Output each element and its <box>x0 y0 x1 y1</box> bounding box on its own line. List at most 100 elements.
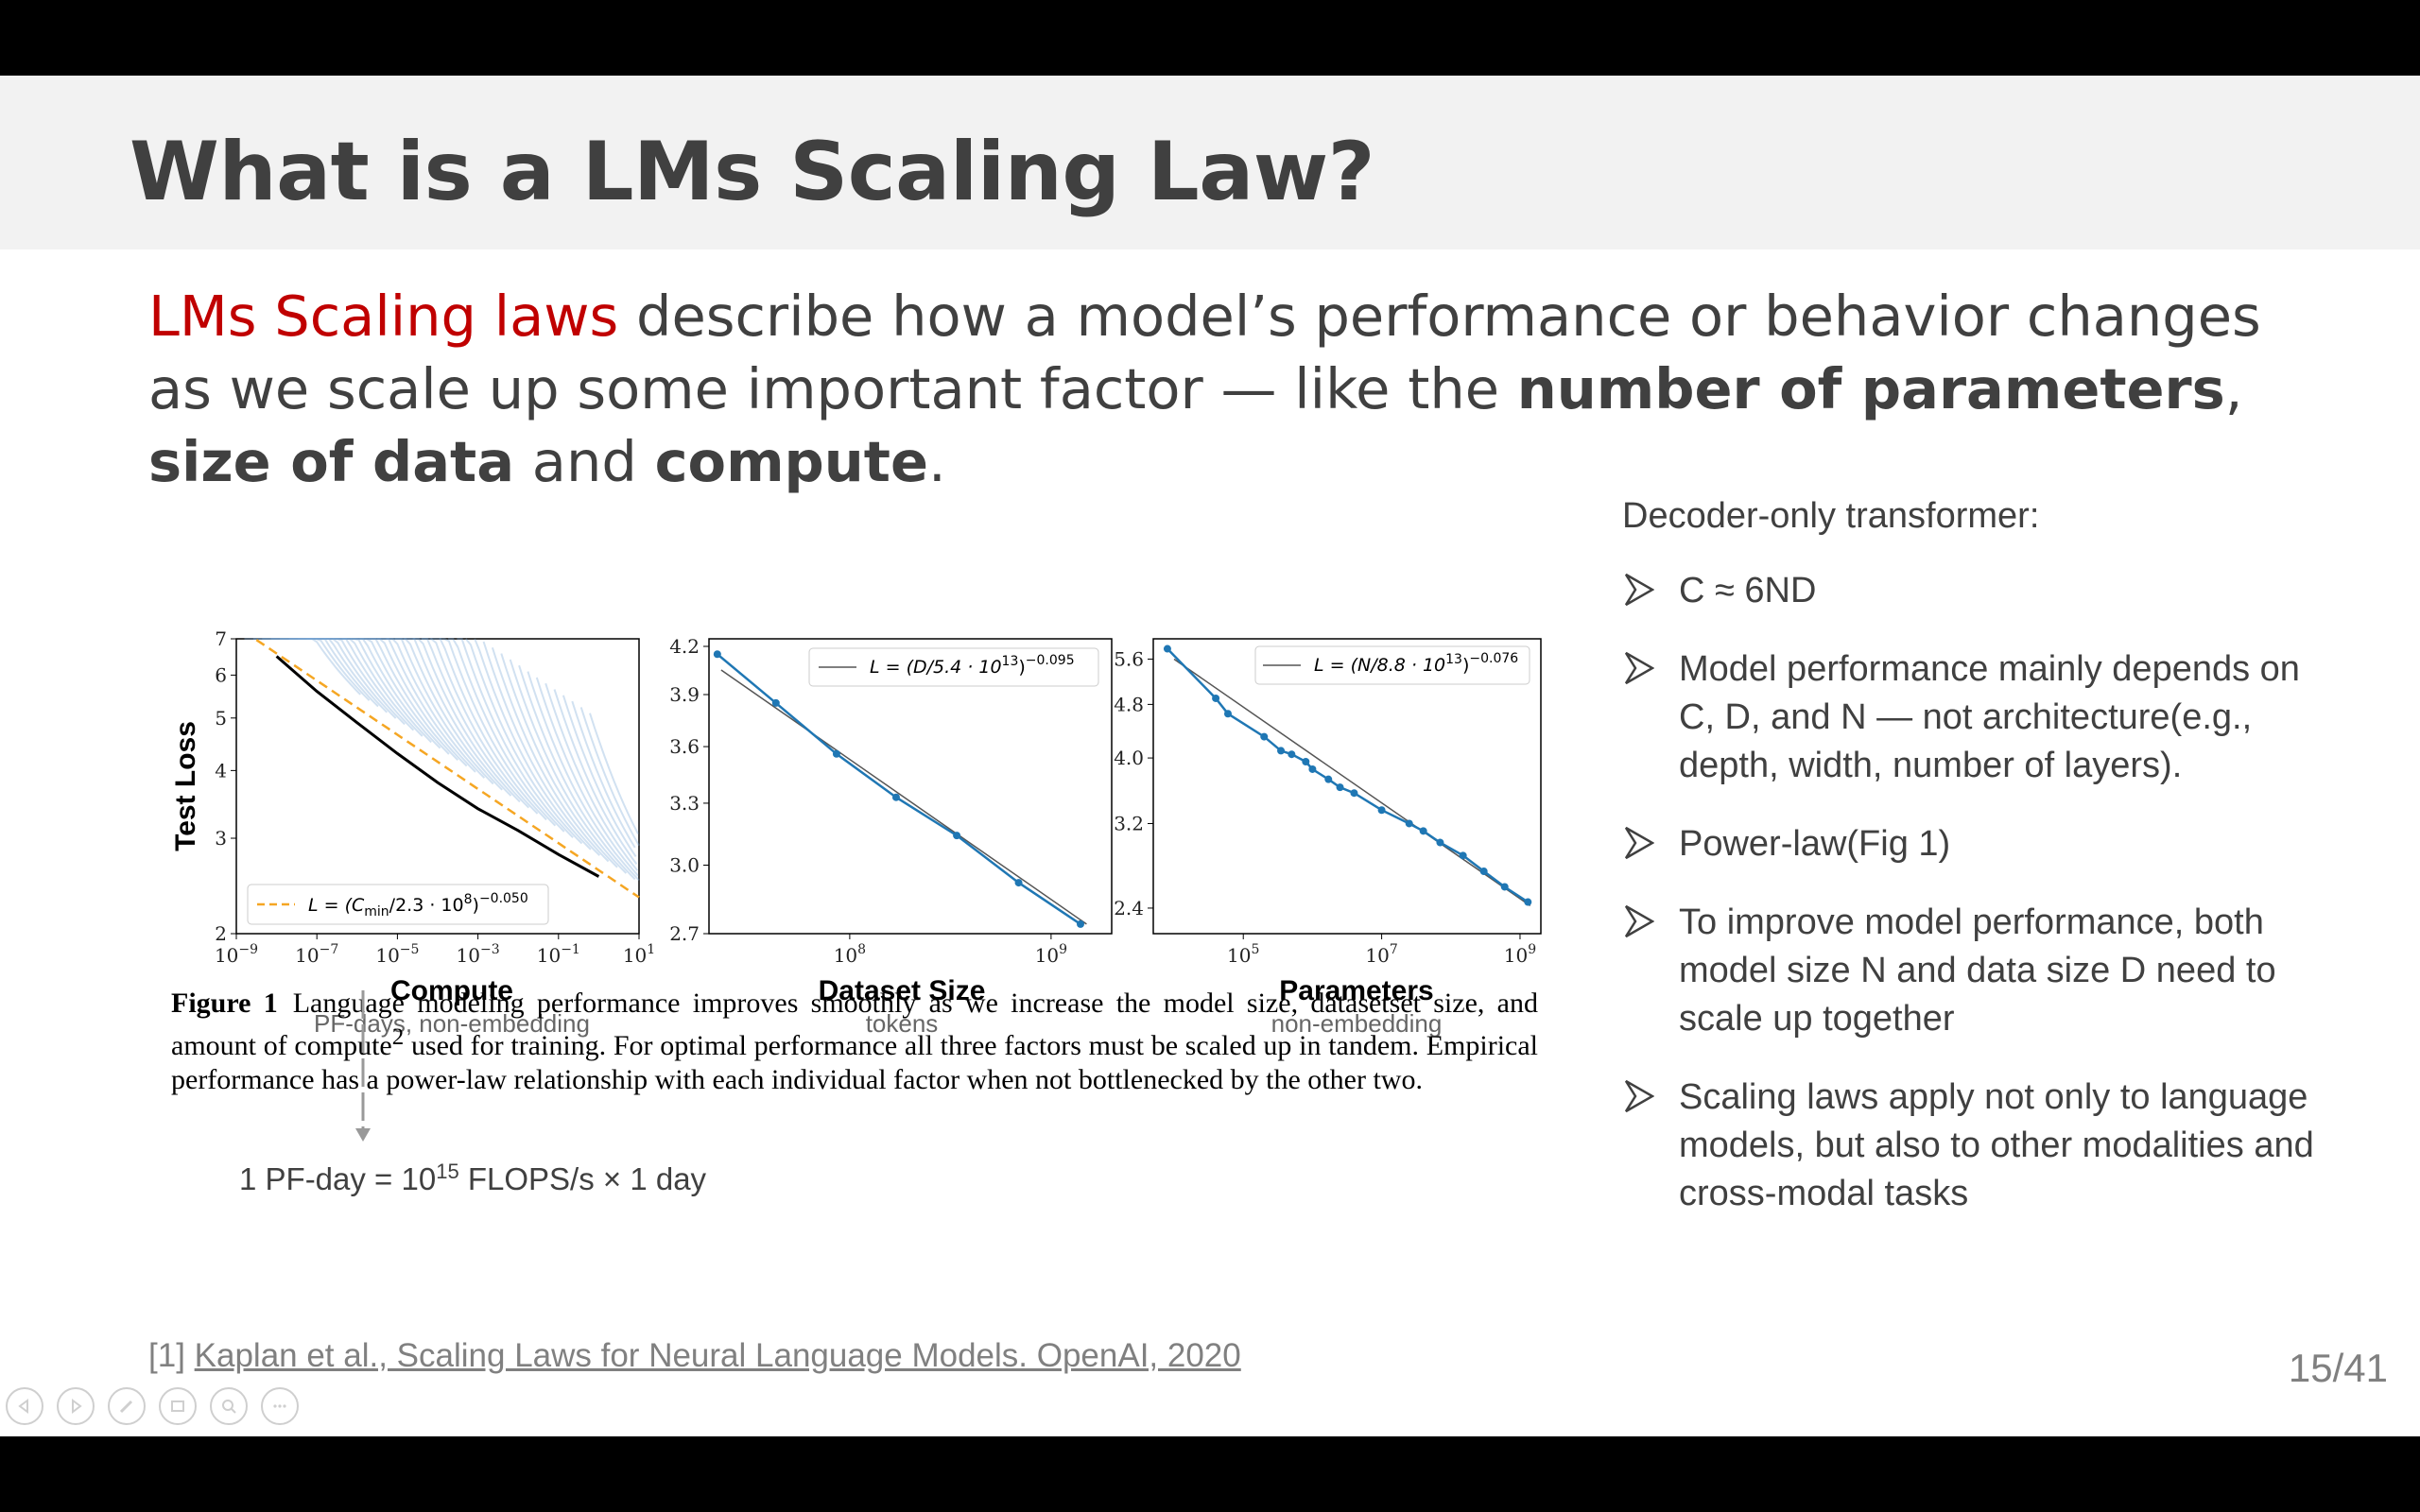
legend-box <box>1254 645 1530 685</box>
learning-curve <box>430 638 547 821</box>
learning-curve <box>527 671 640 882</box>
learning-curve <box>457 638 574 839</box>
bullet-text: To improve model performance, both model… <box>1679 902 2276 1039</box>
pointer-arrow <box>355 990 371 1142</box>
tick-label: 107 <box>1365 942 1397 967</box>
intro-bold-data: size of data <box>148 429 515 494</box>
pf-day-definition: 1 PF-day = 1015 FLOPS/s × 1 day <box>239 1160 706 1197</box>
tick-label: 4.0 <box>1114 747 1144 769</box>
title-bar: What is a LMs Scaling Law? <box>0 76 2420 249</box>
caption-text: Language modeling performance improves s… <box>171 988 1538 1061</box>
tick-label: 101 <box>623 942 655 967</box>
intro-text: describe how a model’s performance or be… <box>148 284 2261 421</box>
next-icon[interactable] <box>57 1387 95 1425</box>
pf-day-exponent: 15 <box>436 1160 459 1183</box>
learning-curve <box>270 638 389 713</box>
arrow-bullet-icon <box>1624 573 1654 607</box>
data-points <box>713 650 1085 928</box>
chart-compute: 7 6 5 4 3 2 10−9 10−7 10−5 10−3 10−1 101 L = (Cmin… <box>170 627 655 1038</box>
learning-curve <box>386 638 503 791</box>
data-point <box>1277 747 1286 755</box>
learning-curve <box>544 682 639 871</box>
orange-fit-line <box>255 639 640 899</box>
tick-label: 105 <box>1227 942 1259 967</box>
pf-day-prefix: 1 PF-day = 10 <box>239 1161 437 1196</box>
learning-curve <box>439 638 557 827</box>
tick-label: 3.0 <box>669 854 700 877</box>
bullet-item: Model performance mainly depends on C, D… <box>1622 645 2341 790</box>
tick-label: 10−7 <box>295 942 338 967</box>
learning-curve <box>518 664 636 881</box>
learning-curve <box>351 638 468 767</box>
data-point <box>1212 694 1220 702</box>
data-point <box>1350 789 1358 798</box>
tick-label: 6 <box>215 663 227 686</box>
x-ticks: 105 107 109 <box>1227 934 1536 967</box>
learning-curve <box>553 689 638 865</box>
bullet-list: C ≈ 6ND Model performance mainly depends … <box>1622 567 2341 1248</box>
reference: [1] Kaplan et al., Scaling Laws for Neur… <box>148 1337 1241 1375</box>
learning-curve <box>359 638 476 773</box>
fit-line <box>720 669 1087 925</box>
y-ticks: 5.6 4.8 4.0 3.2 2.4 <box>1114 647 1153 919</box>
data-point <box>1336 783 1344 792</box>
tick-label: 3.3 <box>669 792 700 815</box>
tick-label: 3.6 <box>669 735 700 758</box>
intro-bold-compute: compute <box>654 429 929 494</box>
plot-frame <box>708 638 1113 935</box>
data-point <box>1014 879 1023 887</box>
x-axis-subtitle: non-embedding <box>1271 1009 1443 1038</box>
learning-curve <box>482 641 601 856</box>
data-point <box>713 650 721 659</box>
data-point <box>1302 758 1310 766</box>
learning-curve <box>465 638 583 845</box>
tick-label: 3 <box>215 827 227 850</box>
intro-sep: , <box>2224 356 2243 421</box>
tick-label: 109 <box>1035 942 1067 967</box>
legend-label: L = (N/8.8 · 1013)−0.076 <box>1314 651 1518 676</box>
intro-highlight: LMs Scaling laws <box>148 284 619 349</box>
data-point <box>832 749 840 758</box>
bullet-item: Scaling laws apply not only to language … <box>1622 1074 2341 1218</box>
learning-curve <box>404 638 521 803</box>
x-axis-title: Compute <box>390 975 513 1006</box>
page-number: 15/41 <box>2288 1346 2388 1390</box>
data-point <box>1436 838 1444 847</box>
learning-curve <box>377 638 494 785</box>
pen-icon[interactable] <box>108 1387 146 1425</box>
x-axis-title: Dataset Size <box>819 975 986 1006</box>
tick-label: 4.8 <box>1114 693 1144 715</box>
learning-curve <box>341 638 459 762</box>
data-point <box>1479 868 1488 876</box>
legend-label: L = (Cmin/2.3 · 108)−0.050 <box>308 891 528 919</box>
data-point <box>1459 851 1467 860</box>
y-ticks: 4.2 3.9 3.6 3.3 3.0 2.7 <box>669 635 709 945</box>
legend-label: L = (D/5.4 · 1013)−0.095 <box>870 653 1075 678</box>
bullet-text: Model performance mainly depends on C, D… <box>1679 649 2300 785</box>
x-axis-title: Parameters <box>1279 975 1433 1006</box>
data-point <box>771 698 780 707</box>
x-axis-subtitle: PF-days, non-embedding <box>314 1009 590 1038</box>
intro-sep: and <box>514 429 655 494</box>
tick-label: 5 <box>215 707 227 730</box>
slide: What is a LMs Scaling Law? LMs Scaling l… <box>0 76 2420 1436</box>
data-point <box>1377 806 1386 815</box>
tick-label: 10−1 <box>537 942 580 967</box>
slide-title: What is a LMs Scaling Law? <box>130 125 1375 219</box>
slides-icon[interactable] <box>159 1387 197 1425</box>
learning-curve <box>579 707 640 847</box>
reference-link[interactable]: Kaplan et al., Scaling Laws for Neural L… <box>194 1337 1241 1374</box>
data-point <box>1260 732 1269 741</box>
tick-label: 5.6 <box>1114 647 1144 670</box>
x-axis-subtitle: tokens <box>866 1009 939 1038</box>
previous-icon[interactable] <box>6 1387 43 1425</box>
more-icon[interactable] <box>261 1387 299 1425</box>
x-ticks: 108 109 <box>834 934 1067 967</box>
data-point <box>1324 775 1333 783</box>
tick-label: 4 <box>215 759 227 782</box>
zoom-icon[interactable] <box>210 1387 248 1425</box>
x-ticks: 10−9 10−7 10−5 10−3 10−1 101 <box>215 934 655 967</box>
caption-label: Figure 1 <box>171 988 278 1019</box>
learning-curve <box>412 638 530 809</box>
caption-rest: used for training. For optimal performan… <box>171 1030 1538 1095</box>
